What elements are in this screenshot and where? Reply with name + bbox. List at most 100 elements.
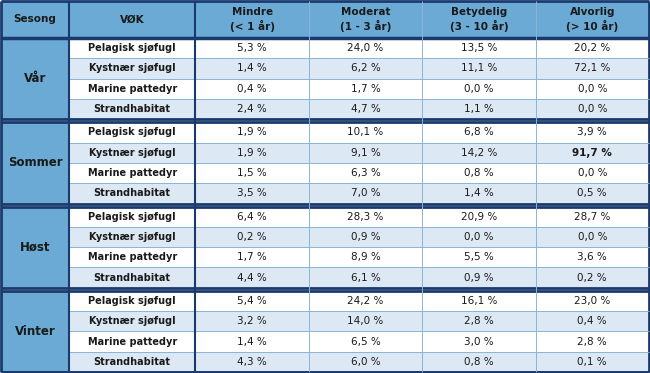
- Text: 24,2 %: 24,2 %: [347, 296, 384, 306]
- Bar: [309, 207, 422, 227]
- Text: 0,2 %: 0,2 %: [237, 232, 267, 242]
- Bar: [422, 79, 536, 99]
- Bar: [196, 207, 309, 227]
- Bar: [69, 291, 196, 311]
- Text: 0,0 %: 0,0 %: [464, 84, 493, 94]
- Text: 5,3 %: 5,3 %: [237, 43, 267, 53]
- Bar: [309, 122, 422, 142]
- Text: VØK: VØK: [120, 15, 144, 25]
- Bar: [536, 227, 649, 247]
- Bar: [309, 311, 422, 331]
- Text: 3,9 %: 3,9 %: [577, 128, 607, 137]
- Text: Strandhabitat: Strandhabitat: [94, 273, 171, 283]
- Text: Sommer: Sommer: [8, 156, 62, 169]
- Text: 0,0 %: 0,0 %: [578, 104, 607, 114]
- Bar: [309, 331, 422, 352]
- Text: Strandhabitat: Strandhabitat: [94, 357, 171, 367]
- Bar: [309, 183, 422, 204]
- Bar: [69, 267, 196, 288]
- Text: 4,4 %: 4,4 %: [237, 273, 267, 283]
- Bar: [536, 122, 649, 142]
- Bar: [536, 58, 649, 79]
- Text: 1,9 %: 1,9 %: [237, 128, 267, 137]
- Bar: [309, 58, 422, 79]
- Text: 3,5 %: 3,5 %: [237, 188, 267, 198]
- Text: 14,2 %: 14,2 %: [461, 148, 497, 158]
- Bar: [1, 79, 69, 99]
- Text: Pelagisk sjøfugl: Pelagisk sjøfugl: [88, 296, 176, 306]
- Bar: [196, 291, 309, 311]
- Bar: [536, 99, 649, 119]
- Text: 6,0 %: 6,0 %: [351, 357, 380, 367]
- Text: 6,8 %: 6,8 %: [464, 128, 494, 137]
- Text: Pelagisk sjøfugl: Pelagisk sjøfugl: [88, 43, 176, 53]
- Bar: [196, 1, 309, 38]
- Bar: [422, 142, 536, 163]
- Bar: [536, 142, 649, 163]
- Text: 2,4 %: 2,4 %: [237, 104, 267, 114]
- Text: 2,8 %: 2,8 %: [577, 336, 607, 347]
- Text: Høst: Høst: [20, 241, 50, 254]
- Bar: [422, 247, 536, 267]
- Text: 3,0 %: 3,0 %: [464, 336, 494, 347]
- Text: 0,1 %: 0,1 %: [577, 357, 607, 367]
- Text: 1,4 %: 1,4 %: [237, 336, 267, 347]
- Text: 72,1 %: 72,1 %: [574, 63, 610, 73]
- Bar: [536, 247, 649, 267]
- Bar: [422, 1, 536, 38]
- Text: Kystnær sjøfugl: Kystnær sjøfugl: [89, 316, 176, 326]
- Bar: [69, 38, 196, 58]
- Bar: [536, 331, 649, 352]
- Text: 8,9 %: 8,9 %: [350, 252, 380, 262]
- Bar: [1, 352, 69, 372]
- Bar: [196, 267, 309, 288]
- Bar: [69, 227, 196, 247]
- Bar: [196, 247, 309, 267]
- Bar: [196, 79, 309, 99]
- Bar: [1, 58, 69, 79]
- Bar: [196, 331, 309, 352]
- Text: 10,1 %: 10,1 %: [347, 128, 384, 137]
- Text: 6,2 %: 6,2 %: [350, 63, 380, 73]
- Bar: [309, 227, 422, 247]
- Text: 0,0 %: 0,0 %: [578, 84, 607, 94]
- Bar: [1, 1, 69, 38]
- Bar: [196, 352, 309, 372]
- Bar: [309, 79, 422, 99]
- Text: 14,0 %: 14,0 %: [347, 316, 384, 326]
- Bar: [196, 99, 309, 119]
- Bar: [422, 227, 536, 247]
- Bar: [196, 311, 309, 331]
- Bar: [422, 331, 536, 352]
- Text: 7,0 %: 7,0 %: [351, 188, 380, 198]
- Bar: [69, 352, 196, 372]
- Text: 6,3 %: 6,3 %: [350, 168, 380, 178]
- Bar: [422, 58, 536, 79]
- Text: 4,7 %: 4,7 %: [350, 104, 380, 114]
- Text: Strandhabitat: Strandhabitat: [94, 188, 171, 198]
- Text: 24,0 %: 24,0 %: [347, 43, 384, 53]
- Bar: [536, 183, 649, 204]
- Text: 0,4 %: 0,4 %: [577, 316, 607, 326]
- Bar: [69, 163, 196, 183]
- Bar: [309, 352, 422, 372]
- Bar: [536, 267, 649, 288]
- Bar: [422, 291, 536, 311]
- Bar: [69, 331, 196, 352]
- Text: 0,9 %: 0,9 %: [351, 232, 380, 242]
- Bar: [196, 142, 309, 163]
- Bar: [69, 247, 196, 267]
- Text: 20,2 %: 20,2 %: [574, 43, 610, 53]
- Text: Pelagisk sjøfugl: Pelagisk sjøfugl: [88, 211, 176, 222]
- Text: 9,1 %: 9,1 %: [350, 148, 380, 158]
- Text: 6,1 %: 6,1 %: [350, 273, 380, 283]
- Text: 5,5 %: 5,5 %: [464, 252, 494, 262]
- Bar: [309, 247, 422, 267]
- Text: 1,9 %: 1,9 %: [237, 148, 267, 158]
- Bar: [196, 183, 309, 204]
- Bar: [69, 207, 196, 227]
- Text: 16,1 %: 16,1 %: [461, 296, 497, 306]
- Text: 6,5 %: 6,5 %: [350, 336, 380, 347]
- Bar: [1, 291, 69, 311]
- Bar: [422, 122, 536, 142]
